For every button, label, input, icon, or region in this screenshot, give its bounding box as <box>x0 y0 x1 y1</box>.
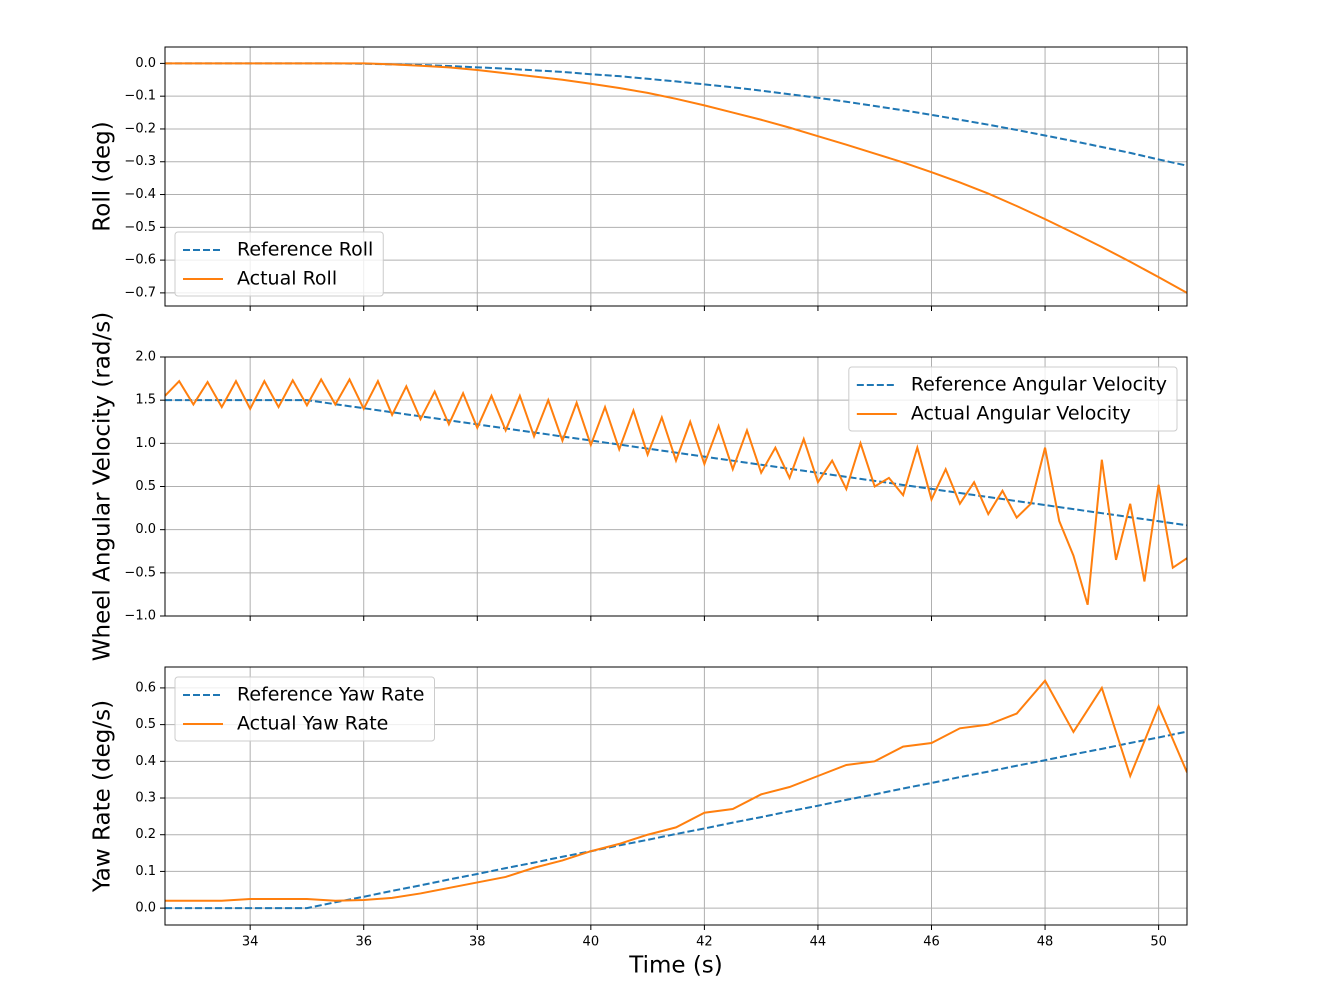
legend-box <box>848 366 1178 432</box>
y-tick-label: 0.0 <box>135 522 156 537</box>
series-line <box>165 62 1187 294</box>
y-tick-label: 0.4 <box>135 754 156 769</box>
legend-label: Reference Roll <box>237 239 373 261</box>
x-tick-label: 34 <box>242 935 259 950</box>
y-tick-label: 0.6 <box>135 680 156 695</box>
series-line <box>165 62 1187 167</box>
x-tick-label: 44 <box>810 935 827 950</box>
x-tick-label: 50 <box>1150 935 1167 950</box>
y-tick-label: 0.1 <box>135 864 156 879</box>
y-tick-label: 0.3 <box>135 791 156 806</box>
x-tick-label: 46 <box>923 935 940 950</box>
legend: Reference Angular Velocity Actual Angular… <box>848 366 1178 432</box>
x-tick-label: 48 <box>1037 935 1054 950</box>
y-tick-label: 0.0 <box>135 56 156 71</box>
y-tick-label: −0.3 <box>124 154 156 169</box>
y-tick-label: −0.7 <box>124 285 156 300</box>
y-axis-label: Roll (deg) <box>90 121 116 231</box>
legend-box <box>174 676 435 742</box>
y-tick-label: −0.6 <box>124 253 156 268</box>
legend: Reference Roll Actual Roll <box>174 231 384 297</box>
axes-frame <box>164 666 1188 926</box>
legend-label: Actual Angular Velocity <box>911 403 1131 425</box>
y-tick-label: −0.5 <box>124 220 156 235</box>
x-tick-label: 40 <box>583 935 600 950</box>
legend-label: Reference Yaw Rate <box>237 684 425 706</box>
y-tick-label: −0.5 <box>124 565 156 580</box>
y-tick-label: 0.0 <box>135 901 156 916</box>
x-tick-label: 38 <box>469 935 486 950</box>
legend-label: Actual Yaw Rate <box>237 713 388 735</box>
x-axis-label: Time (s) <box>628 953 723 979</box>
axes-frame <box>164 356 1188 617</box>
y-tick-label: −0.4 <box>124 187 156 202</box>
y-tick-label: 0.5 <box>135 479 156 494</box>
y-axis-label: Wheel Angular Velocity (rad/s) <box>90 312 116 661</box>
series-line <box>165 678 1187 902</box>
x-tick-label: 42 <box>696 935 713 950</box>
y-tick-label: −1.0 <box>124 609 156 624</box>
y-tick-label: 2.0 <box>135 350 156 365</box>
y-tick-label: −0.2 <box>124 121 156 136</box>
y-tick-label: 1.0 <box>135 436 156 451</box>
legend-box <box>174 231 384 297</box>
series-line <box>165 377 1187 606</box>
series-line <box>165 730 1187 910</box>
legend-label: Reference Angular Velocity <box>911 374 1167 396</box>
legend: Reference Yaw Rate Actual Yaw Rate <box>174 676 435 742</box>
y-tick-label: 0.2 <box>135 827 156 842</box>
y-tick-label: 0.5 <box>135 717 156 732</box>
y-axis-label: Yaw Rate (deg/s) <box>90 700 116 893</box>
y-tick-label: 1.5 <box>135 393 156 408</box>
axes-frame <box>164 46 1188 307</box>
y-tick-label: −0.1 <box>124 89 156 104</box>
legend-label: Actual Roll <box>237 268 337 290</box>
x-tick-label: 36 <box>355 935 372 950</box>
